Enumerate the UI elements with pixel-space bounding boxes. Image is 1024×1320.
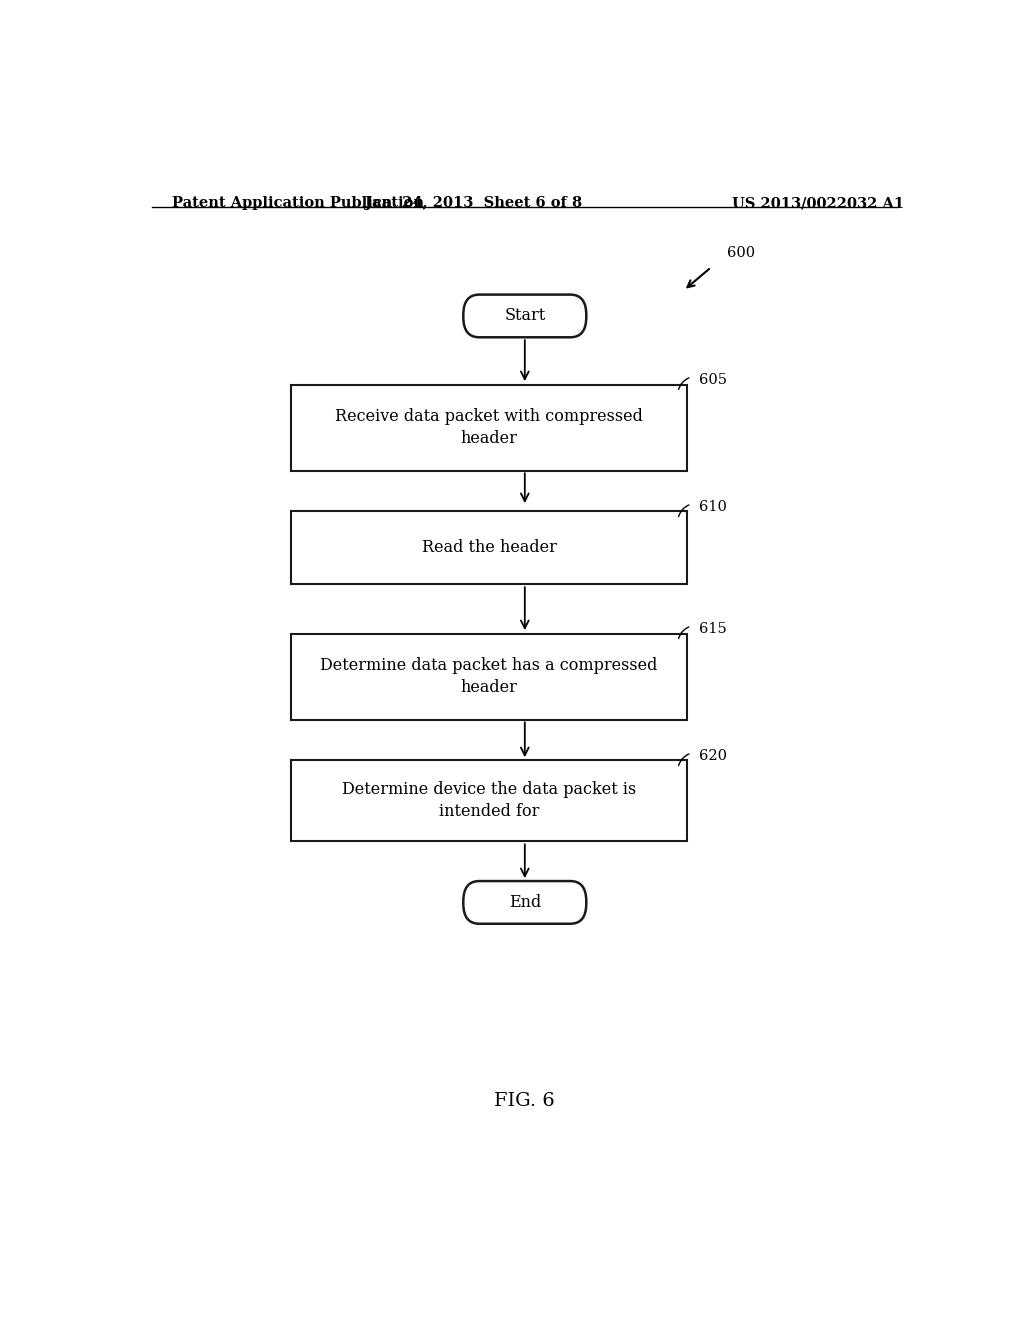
Text: Determine device the data packet is
intended for: Determine device the data packet is inte…: [342, 781, 636, 820]
Text: 600: 600: [727, 246, 756, 260]
Text: Jan. 24, 2013  Sheet 6 of 8: Jan. 24, 2013 Sheet 6 of 8: [365, 195, 582, 210]
Text: Patent Application Publication: Patent Application Publication: [172, 195, 424, 210]
Text: Read the header: Read the header: [422, 539, 556, 556]
Text: 620: 620: [698, 748, 727, 763]
FancyBboxPatch shape: [291, 760, 687, 841]
Text: Determine data packet has a compressed
header: Determine data packet has a compressed h…: [321, 657, 657, 697]
FancyBboxPatch shape: [291, 634, 687, 719]
FancyBboxPatch shape: [463, 294, 587, 338]
FancyBboxPatch shape: [291, 511, 687, 585]
Text: FIG. 6: FIG. 6: [495, 1092, 555, 1110]
Text: US 2013/0022032 A1: US 2013/0022032 A1: [732, 195, 904, 210]
Text: Start: Start: [504, 308, 546, 325]
Text: 615: 615: [698, 622, 726, 636]
FancyBboxPatch shape: [463, 880, 587, 924]
Text: Receive data packet with compressed
header: Receive data packet with compressed head…: [335, 408, 643, 447]
Text: End: End: [509, 894, 541, 911]
Text: 605: 605: [698, 374, 727, 387]
Text: 610: 610: [698, 500, 726, 513]
FancyBboxPatch shape: [291, 384, 687, 471]
